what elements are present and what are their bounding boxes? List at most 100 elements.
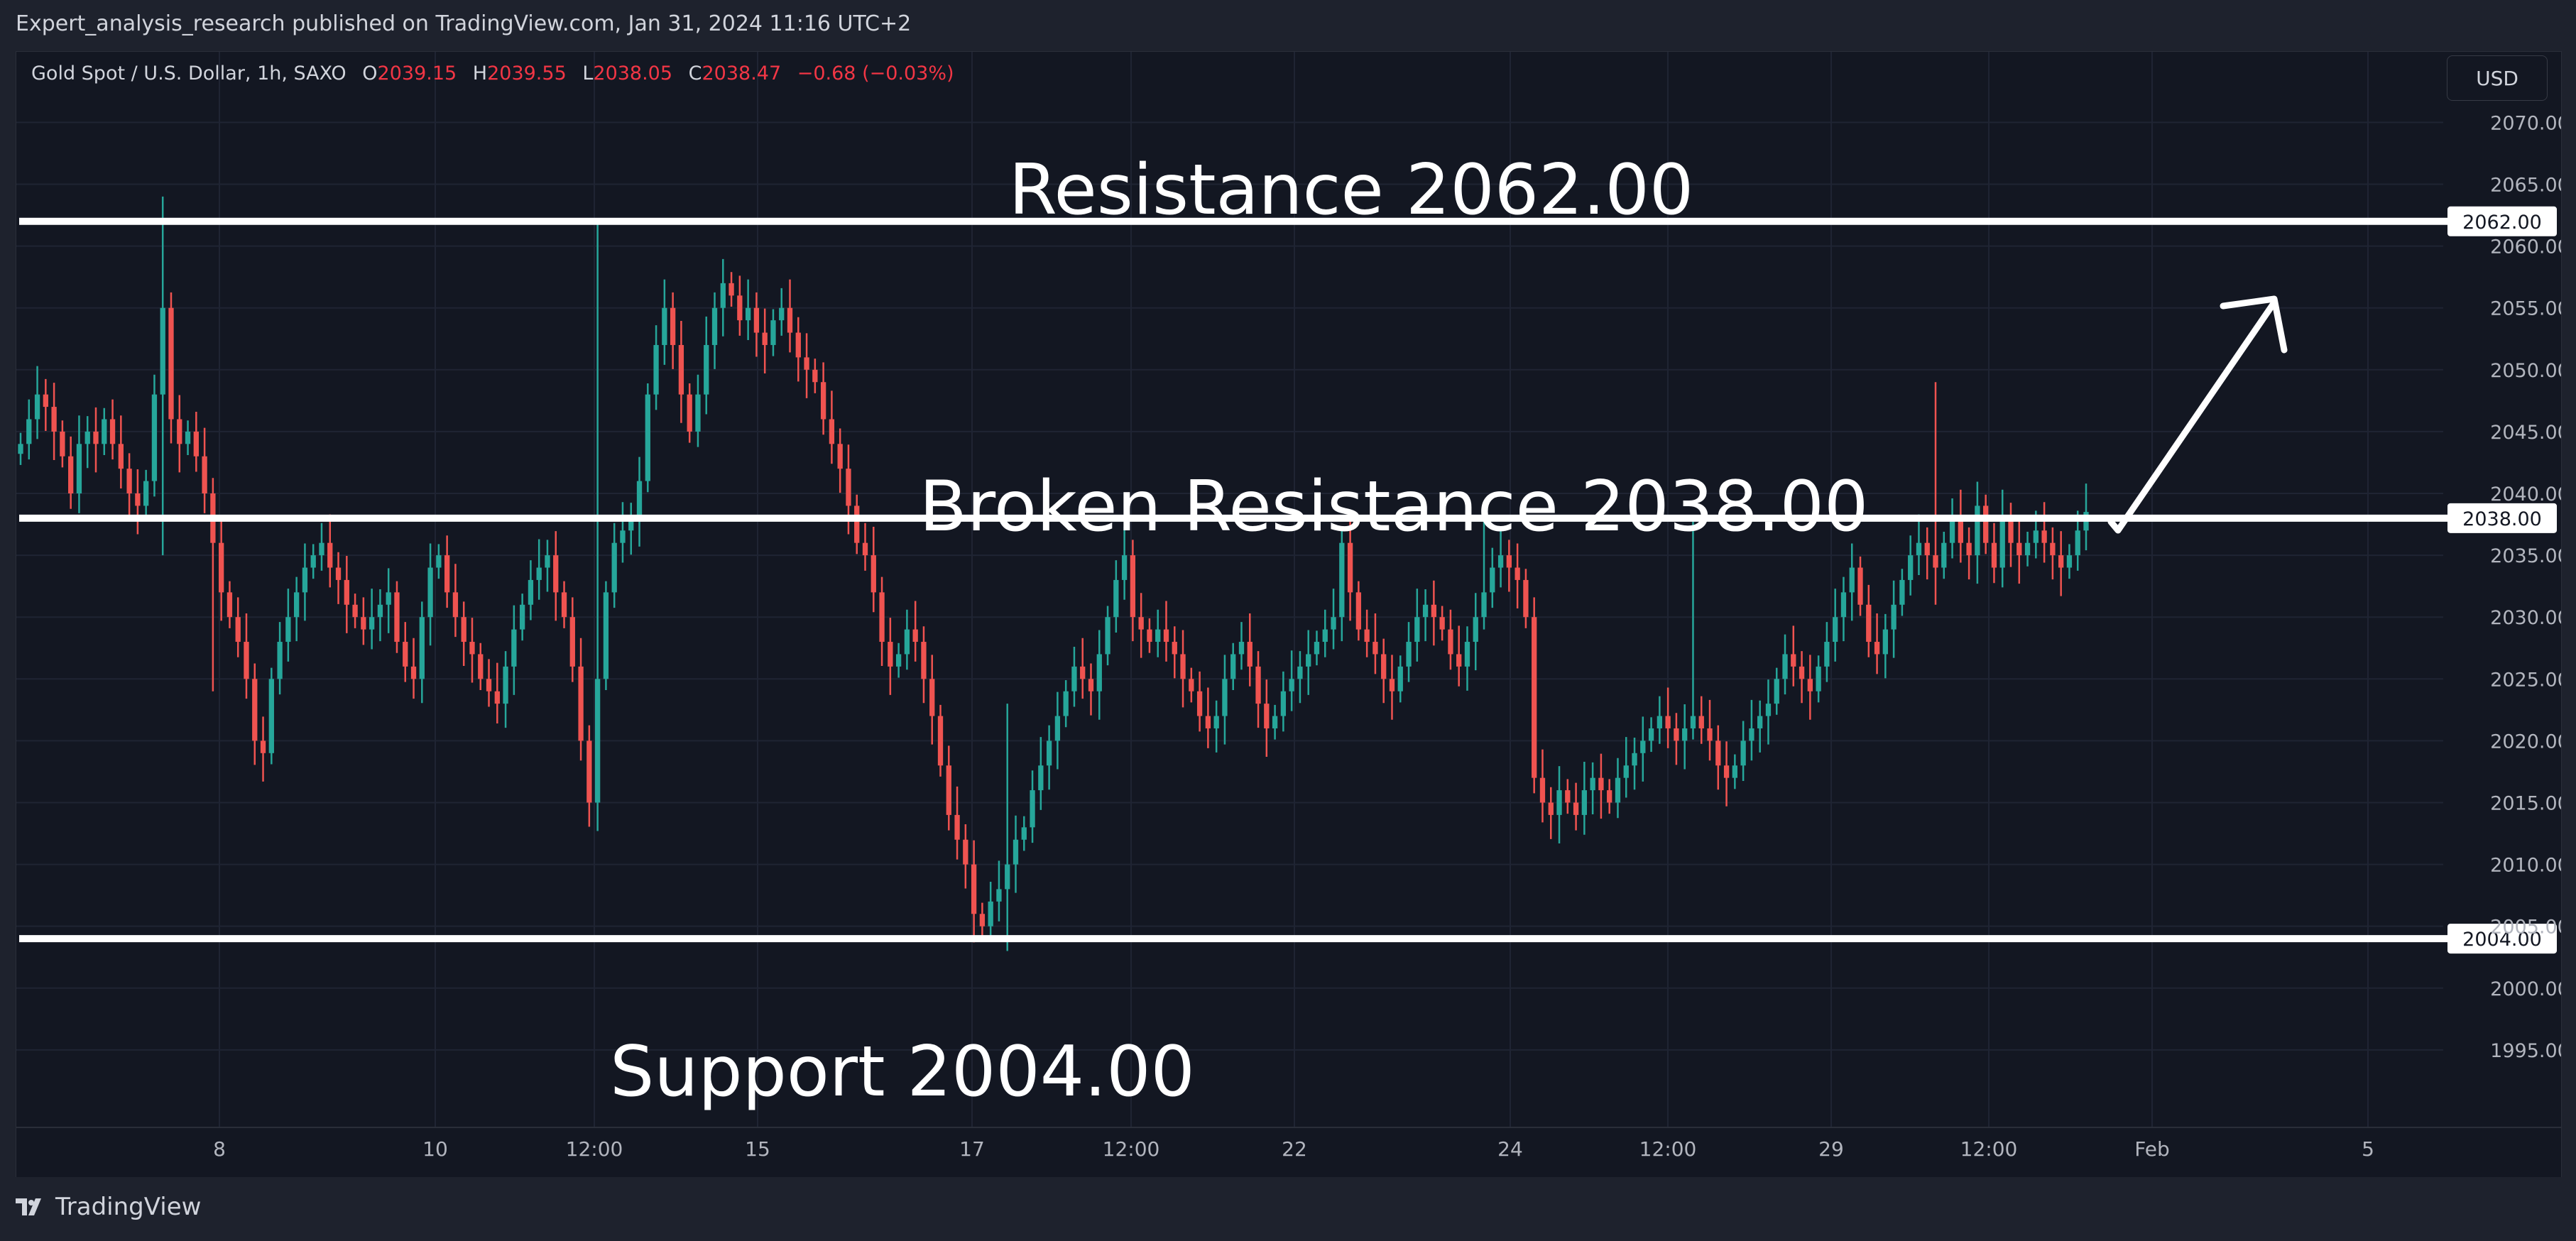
- candle-body: [1857, 567, 1863, 605]
- chart-panel[interactable]: 2062.00 2038.00 2004.00 1995.00 2000.00 2005…: [16, 51, 2562, 1179]
- candle-body: [829, 419, 835, 444]
- candle-body: [277, 642, 283, 679]
- candle: [494, 662, 500, 723]
- candle-body: [1054, 716, 1061, 741]
- x-tick-label: 8: [213, 1137, 226, 1161]
- candle: [888, 618, 893, 695]
- candle: [1431, 580, 1437, 646]
- candle: [1013, 815, 1019, 893]
- candle-body: [1013, 839, 1019, 865]
- candle-body: [1515, 567, 1520, 580]
- candle: [1448, 609, 1453, 670]
- chart-grid: [16, 52, 2443, 1127]
- candle: [1916, 514, 1922, 575]
- candle-body: [988, 901, 993, 926]
- candle-body: [2058, 555, 2064, 568]
- candle-body: [185, 431, 191, 444]
- candle: [862, 523, 868, 571]
- candle-body: [1573, 802, 1579, 815]
- candle-body: [728, 283, 734, 296]
- candle-body: [1849, 567, 1855, 593]
- candle: [419, 601, 425, 704]
- candle-body: [410, 666, 417, 679]
- candle-body: [1071, 666, 1077, 691]
- candle-body: [503, 666, 508, 704]
- candle: [244, 613, 249, 699]
- resistance-annotation: Resistance 2062.00: [1009, 150, 1694, 231]
- candle-body: [1364, 629, 1370, 643]
- candle: [1030, 770, 1035, 843]
- candle: [1088, 663, 1094, 716]
- candle-body: [26, 419, 32, 444]
- candle-body: [653, 344, 659, 395]
- candle: [1054, 691, 1061, 770]
- candle: [954, 786, 960, 860]
- candle: [687, 383, 692, 443]
- candle-body: [1005, 864, 1010, 890]
- candle: [160, 196, 165, 556]
- candle-body: [1782, 654, 1788, 679]
- high-label: H: [472, 62, 488, 84]
- candle-body: [1289, 679, 1294, 691]
- candle: [1289, 650, 1294, 711]
- candle-body: [895, 654, 902, 667]
- candle: [594, 221, 601, 831]
- candle: [1740, 721, 1746, 781]
- candle: [51, 383, 57, 460]
- tradingview-logo[interactable]: TradingView: [16, 1193, 201, 1221]
- candle-body: [2066, 555, 2073, 568]
- currency-button[interactable]: USD: [2447, 55, 2548, 101]
- candle: [1381, 638, 1387, 704]
- candle-body: [921, 642, 927, 679]
- candle-body: [578, 666, 584, 741]
- open-label: O: [362, 62, 378, 84]
- candle-body: [344, 579, 349, 605]
- candle-body: [720, 283, 726, 308]
- candle: [1481, 505, 1487, 630]
- candle-body: [1121, 555, 1128, 580]
- candle: [1548, 787, 1554, 839]
- candle: [1515, 543, 1520, 608]
- candle-body: [486, 679, 492, 691]
- candle: [260, 716, 266, 782]
- candlestick-chart[interactable]: 2062.00 2038.00 2004.00 1995.00 2000.00 2005…: [16, 52, 2561, 1178]
- candle-body: [996, 889, 1002, 902]
- candle-body: [319, 542, 324, 556]
- candle: [503, 651, 508, 728]
- candle: [168, 292, 174, 444]
- candle: [235, 597, 241, 657]
- candle-body: [711, 307, 718, 345]
- candle-body: [1205, 716, 1211, 728]
- candle-body: [1833, 617, 1838, 643]
- candle-body: [1740, 740, 1746, 766]
- candle-body: [1189, 679, 1194, 691]
- candle-body: [888, 642, 893, 667]
- x-tick-label: 15: [745, 1137, 770, 1161]
- candle-body: [1314, 642, 1320, 655]
- candle: [1648, 717, 1654, 753]
- candle: [636, 457, 643, 547]
- candle: [310, 544, 316, 579]
- candle-body: [1306, 654, 1311, 667]
- candle: [1456, 625, 1462, 687]
- candle-body: [2033, 530, 2039, 543]
- candle: [2024, 532, 2031, 567]
- candle-body: [787, 307, 793, 333]
- candle-body: [118, 444, 124, 469]
- candle-body: [862, 542, 868, 556]
- candle: [1615, 758, 1621, 819]
- candle-body: [1674, 728, 1679, 741]
- candle: [1213, 700, 1219, 753]
- candle: [745, 279, 751, 340]
- candle: [285, 589, 291, 662]
- candle-body: [662, 307, 667, 345]
- candle-body: [436, 555, 442, 568]
- candle-body: [1916, 542, 1922, 556]
- candle-body: [1732, 765, 1738, 778]
- candle: [118, 415, 124, 489]
- candle: [645, 383, 650, 493]
- candle-body: [1975, 505, 1980, 556]
- candle-body: [244, 642, 249, 679]
- candle-body: [1648, 728, 1654, 741]
- candle: [1238, 622, 1245, 670]
